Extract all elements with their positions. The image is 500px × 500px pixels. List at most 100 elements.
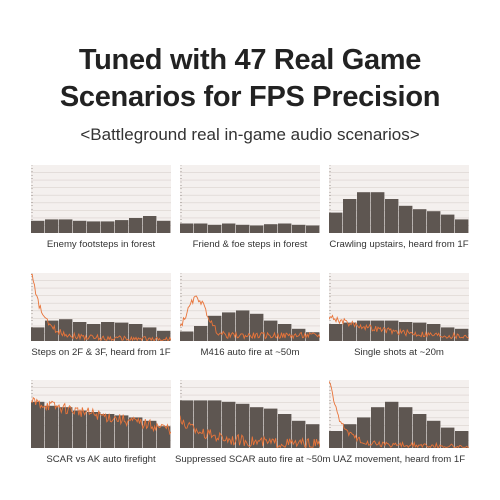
chart-1-bar — [45, 219, 59, 233]
chart-5-bar — [278, 324, 292, 341]
chart-panel-3: Crawling upstairs, heard from 1F — [329, 165, 469, 251]
chart-9-bar — [441, 427, 455, 448]
chart-panel-8: Suppressed SCAR auto fire at ~50m — [175, 380, 330, 466]
chart-6-bar — [371, 320, 385, 341]
chart-panel-9: UAZ movement, heard from 1F — [329, 380, 469, 466]
chart-8-bar — [292, 420, 306, 448]
chart-panel-1: Enemy footsteps in forest — [31, 165, 171, 251]
chart-6-bar — [357, 320, 371, 341]
chart-9-bar — [413, 414, 427, 448]
chart-2-bar — [278, 223, 292, 233]
chart-7-bar — [87, 412, 101, 448]
chart-6-bar — [343, 322, 357, 341]
chart-1-bar — [101, 221, 115, 233]
chart-7-bar — [157, 426, 171, 448]
chart-3-bar — [413, 209, 427, 233]
chart-5-bar — [292, 328, 306, 341]
chart-8-bar — [208, 400, 222, 448]
chart-1-caption: Enemy footsteps in forest — [46, 239, 156, 250]
chart-1-bar — [157, 220, 171, 233]
chart-7-bar — [129, 417, 143, 448]
page-title: Tuned with 47 Real Game Scenarios for FP… — [0, 42, 500, 116]
chart-1-bar — [31, 220, 45, 233]
chart-8-bar — [180, 400, 194, 448]
chart-3 — [329, 165, 469, 233]
title-line-1: Tuned with 47 Real Game — [78, 44, 422, 76]
chart-4-bar — [129, 324, 143, 341]
chart-4-bar — [45, 320, 59, 341]
chart-3-bar — [329, 212, 343, 233]
chart-8-trace-line — [180, 415, 320, 448]
chart-5-bar — [194, 326, 208, 341]
chart-9-bar — [455, 431, 469, 448]
chart-5-bar — [180, 331, 194, 341]
chart-8-bar — [278, 414, 292, 448]
chart-3-bar — [371, 192, 385, 233]
chart-5-bar — [250, 313, 264, 341]
chart-2-bar — [208, 224, 222, 233]
chart-8-bar — [250, 407, 264, 448]
chart-7-bar — [73, 410, 87, 448]
chart-8 — [180, 380, 320, 448]
chart-6-trace-line — [329, 314, 469, 340]
chart-4 — [31, 273, 171, 341]
chart-1-bar — [87, 221, 101, 233]
chart-7-bar — [31, 401, 45, 448]
chart-2-bar — [250, 225, 264, 233]
chart-1-bar — [115, 220, 129, 233]
chart-4-bar — [59, 319, 73, 341]
chart-9-bar — [385, 401, 399, 448]
chart-6-caption: Single shots at ~20m — [354, 347, 444, 358]
chart-1-bar — [59, 219, 73, 233]
title-line-2: Scenarios for FPS Precision — [59, 81, 441, 113]
chart-2-caption: Friend & foe steps in forest — [192, 239, 308, 250]
chart-5-bar — [208, 315, 222, 341]
chart-5-caption: M416 auto fire at ~50m — [200, 347, 300, 358]
chart-3-bar — [399, 205, 413, 233]
chart-9-bar — [399, 407, 413, 448]
chart-4-caption: Steps on 2F & 3F, heard from 1F — [31, 347, 171, 358]
chart-9-trace-line — [329, 381, 469, 448]
chart-2-bar — [306, 225, 320, 233]
chart-5-bar — [222, 312, 236, 341]
chart-2-bar — [264, 224, 278, 233]
chart-6 — [329, 273, 469, 341]
chart-2-bar — [292, 224, 306, 233]
chart-6-bar — [399, 322, 413, 341]
chart-7-bar — [101, 414, 115, 448]
chart-6-bar — [413, 322, 427, 341]
chart-6-bar — [329, 324, 343, 341]
chart-1 — [31, 165, 171, 233]
chart-3-bar — [357, 192, 371, 233]
chart-7-bar — [143, 420, 157, 448]
chart-9-bar — [329, 431, 343, 448]
chart-9-bar — [427, 420, 441, 448]
chart-7-trace-line — [31, 397, 171, 436]
chart-9-caption: UAZ movement, heard from 1F — [332, 454, 466, 465]
chart-2-bar — [194, 223, 208, 233]
chart-3-bar — [343, 199, 357, 233]
chart-1-bar — [143, 216, 157, 233]
chart-1-bar — [129, 218, 143, 233]
chart-4-bar — [101, 322, 115, 341]
chart-3-bar — [455, 219, 469, 233]
chart-7-bar — [59, 407, 73, 448]
chart-4-bar — [143, 327, 157, 341]
chart-7-bar — [45, 405, 59, 448]
chart-panel-2: Friend & foe steps in forest — [180, 165, 320, 251]
chart-4-bar — [115, 322, 129, 341]
chart-2 — [180, 165, 320, 233]
chart-3-bar — [427, 211, 441, 233]
chart-panel-4: Steps on 2F & 3F, heard from 1F — [31, 273, 171, 359]
chart-5-bar — [306, 332, 320, 341]
chart-panel-5: M416 auto fire at ~50m — [180, 273, 320, 359]
chart-panel-7: SCAR vs AK auto firefight — [31, 380, 171, 466]
chart-5-trace-line — [180, 295, 320, 340]
chart-5-bar — [236, 310, 250, 341]
chart-2-background — [180, 165, 320, 233]
chart-5-bar — [264, 320, 278, 341]
chart-7-bar — [115, 415, 129, 448]
chart-5 — [180, 273, 320, 341]
chart-7 — [31, 380, 171, 448]
page-subtitle: <Battleground real in-game audio scenari… — [80, 125, 420, 144]
